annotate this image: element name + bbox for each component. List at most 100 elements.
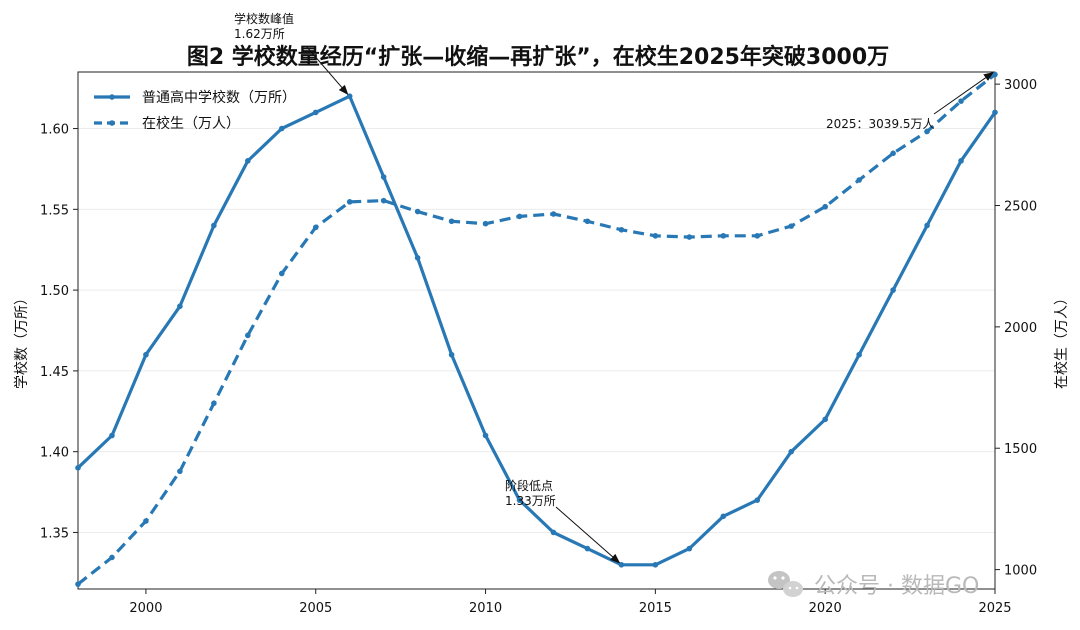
legend: 普通高中学校数（万所） 在校生（万人） xyxy=(94,89,296,132)
series-1-point-24 xyxy=(890,150,896,157)
annotation-peak-line-1: 1.62万所 xyxy=(234,27,285,41)
series-1-point-18 xyxy=(686,234,693,240)
series-0-point-27 xyxy=(992,109,998,116)
y-right-tick-label-0: 1000 xyxy=(1004,564,1037,579)
series-1-point-7 xyxy=(312,224,319,231)
y-axis-left-label: 学校数（万所） xyxy=(13,291,30,389)
annotation-students2025-arrow xyxy=(933,71,994,115)
series-1-point-8 xyxy=(346,199,353,205)
legend-label-0: 普通高中学校数（万所） xyxy=(142,89,296,106)
series-1-point-22 xyxy=(822,203,828,210)
series-0-point-6 xyxy=(278,125,285,132)
y-left-tick-label-3: 1.50 xyxy=(40,284,69,299)
series-0-point-10 xyxy=(414,254,421,261)
y-left-tick-label-4: 1.55 xyxy=(40,203,69,218)
y-left-tick-label-0: 1.35 xyxy=(40,526,69,541)
series-0-point-26 xyxy=(958,158,964,164)
left-axis-ticks: 1.35 1.40 1.45 1.50 1.55 1.60 xyxy=(40,123,78,541)
series-1-point-17 xyxy=(652,233,659,239)
x-tick-label-4: 2020 xyxy=(809,601,842,616)
series-1-point-20 xyxy=(754,233,761,239)
series-0-point-2 xyxy=(143,351,149,358)
series-1-point-9 xyxy=(380,197,387,204)
series-0-point-24 xyxy=(890,287,896,293)
x-axis-ticks: 2000 2005 2010 2015 2020 2025 xyxy=(129,589,1012,616)
series-0-point-25 xyxy=(924,222,930,229)
series-0-point-17 xyxy=(652,561,659,568)
series-1-point-15 xyxy=(584,218,591,225)
series-0-point-13 xyxy=(516,497,523,503)
x-tick-label-5: 2025 xyxy=(978,601,1011,616)
series-0-point-19 xyxy=(720,513,727,520)
series-1-point-12 xyxy=(482,220,489,227)
right-axis-ticks: 1000 1500 2000 2500 3000 xyxy=(995,78,1037,579)
series-1-point-21 xyxy=(788,223,795,229)
series-1-point-1 xyxy=(109,554,115,561)
series-0-point-0 xyxy=(75,465,81,471)
series-1-point-19 xyxy=(720,233,727,239)
watermark: 公众号 · 数据GO xyxy=(768,571,979,599)
series-line-1 xyxy=(77,73,996,586)
series-line-0 xyxy=(76,94,997,567)
y-right-tick-label-4: 3000 xyxy=(1004,78,1037,93)
series-0-point-22 xyxy=(822,416,828,423)
series-0-point-9 xyxy=(380,174,387,180)
x-tick-label-0: 2000 xyxy=(129,601,162,616)
series-0-point-23 xyxy=(856,351,862,358)
series-1-point-11 xyxy=(448,218,455,225)
legend-marker-1 xyxy=(109,120,115,126)
series-1-point-27 xyxy=(992,71,998,78)
series-0-point-15 xyxy=(584,545,591,552)
series-1-point-14 xyxy=(550,211,557,217)
series-0-point-21 xyxy=(788,448,795,455)
y-right-tick-label-2: 2000 xyxy=(1004,321,1037,336)
series-1-point-2 xyxy=(143,518,149,524)
grid xyxy=(78,128,995,533)
series-0-point-3 xyxy=(177,303,183,310)
annotation-low-arrow xyxy=(555,506,621,564)
y-left-tick-label-1: 1.40 xyxy=(40,446,69,461)
y-right-tick-label-1: 1500 xyxy=(1004,442,1037,457)
series-1-point-10 xyxy=(414,208,421,215)
series-1-point-0 xyxy=(75,581,81,587)
series-1-point-25 xyxy=(924,128,930,135)
series-0-point-20 xyxy=(754,497,761,503)
y-right-tick-label-3: 2500 xyxy=(1004,199,1037,214)
y-left-tick-label-5: 1.60 xyxy=(40,123,69,138)
series-0-point-1 xyxy=(109,432,115,439)
series-1-point-6 xyxy=(278,270,285,277)
legend-marker-0 xyxy=(109,94,115,100)
series-0-point-7 xyxy=(312,109,319,116)
chart-title: 图2 学校数量经历“扩张—收缩—再扩张”，在校生2025年突破3000万 xyxy=(187,44,889,70)
series-0-point-12 xyxy=(482,432,489,439)
series-1-point-3 xyxy=(177,468,183,475)
series-1-point-13 xyxy=(516,213,523,220)
y-axis-right-label: 在校生（万人） xyxy=(1053,291,1070,389)
series-0-point-8 xyxy=(346,93,353,100)
series-0-point-11 xyxy=(448,351,455,358)
legend-label-1: 在校生（万人） xyxy=(142,115,240,132)
series-1-point-23 xyxy=(856,177,862,183)
y-left-tick-label-2: 1.45 xyxy=(40,365,69,380)
series-0-point-14 xyxy=(550,529,557,536)
annotation-peak-arrow xyxy=(305,45,349,95)
series-layer xyxy=(75,71,998,587)
wechat-icon xyxy=(768,571,803,597)
series-0-point-18 xyxy=(686,545,693,552)
series-0-point-5 xyxy=(245,158,251,164)
annotation-low-line-1: 1.33万所 xyxy=(505,494,556,508)
x-tick-label-1: 2005 xyxy=(299,601,332,616)
annotation-low-line-0: 阶段低点 xyxy=(505,478,553,493)
series-1-point-5 xyxy=(245,332,251,339)
plot-frame xyxy=(77,71,996,590)
series-1-point-26 xyxy=(958,98,964,104)
watermark-text: 公众号 · 数据GO xyxy=(814,574,979,599)
x-tick-label-2: 2010 xyxy=(469,601,502,616)
series-1-point-16 xyxy=(618,226,625,233)
annotation-peak-line-0: 学校数峰值 xyxy=(234,11,294,26)
axes xyxy=(77,71,996,590)
series-0-point-16 xyxy=(618,561,625,568)
annotation-students2025-line-0: 2025：3039.5万人 xyxy=(826,117,935,131)
